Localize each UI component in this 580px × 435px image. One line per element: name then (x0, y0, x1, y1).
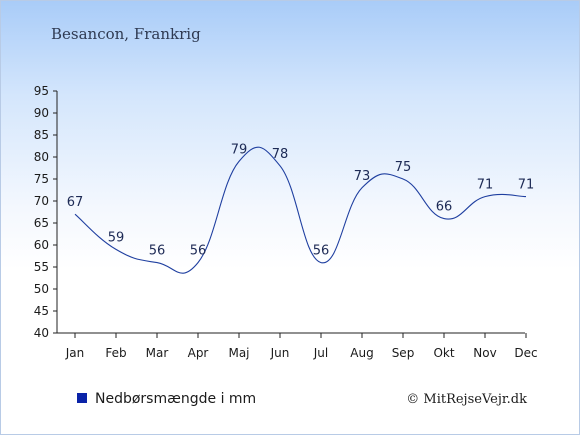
y-tick-label: 65 (34, 216, 49, 230)
y-tick-label: 50 (34, 282, 49, 296)
x-tick-label: Mar (146, 346, 169, 360)
y-tick-label: 40 (34, 326, 49, 340)
data-label: 56 (149, 244, 166, 259)
y-tick-label: 70 (34, 194, 49, 208)
y-tick-label: 55 (34, 260, 49, 274)
x-tick-label: Maj (228, 346, 249, 360)
legend-swatch (77, 393, 87, 403)
x-tick-label: Aug (350, 346, 373, 360)
data-label: 75 (395, 160, 412, 175)
x-tick-label: Apr (188, 346, 209, 360)
data-labels: 67 59 56 56 79 78 56 73 75 66 71 71 (67, 142, 535, 258)
y-tick-label: 85 (34, 128, 49, 142)
data-label: 78 (272, 147, 289, 162)
data-label: 71 (518, 178, 535, 193)
x-tick-label: Jul (313, 346, 328, 360)
y-tick-label: 45 (34, 304, 49, 318)
legend-label: Nedbørsmængde i mm (95, 391, 256, 407)
data-label: 56 (313, 244, 330, 259)
data-label: 56 (190, 244, 207, 259)
data-label: 67 (67, 195, 84, 210)
x-tick-label: Dec (514, 346, 537, 360)
data-label: 66 (436, 200, 453, 215)
x-tick-label: Okt (433, 346, 454, 360)
data-label: 71 (477, 178, 494, 193)
x-tick-label: Nov (473, 346, 496, 360)
x-tick-label: Sep (392, 346, 415, 360)
credit-text: © MitRejseVejr.dk (406, 392, 527, 407)
y-tick-label: 95 (34, 84, 49, 98)
data-label: 79 (231, 142, 248, 157)
x-tick-label: Jun (270, 346, 290, 360)
data-label: 73 (354, 169, 371, 184)
y-ticks: 40 45 50 55 60 65 70 75 80 85 90 95 (34, 84, 57, 340)
x-tick-label: Jan (65, 346, 85, 360)
axes (56, 91, 525, 334)
y-tick-label: 90 (34, 106, 49, 120)
data-label: 59 (108, 230, 125, 245)
chart-title: Besancon, Frankrig (51, 25, 201, 43)
y-tick-label: 80 (34, 150, 49, 164)
x-ticks: Jan Feb Mar Apr Maj Jun Jul Aug Sep Okt Nov Dec (65, 333, 538, 360)
y-tick-label: 75 (34, 172, 49, 186)
y-tick-label: 60 (34, 238, 49, 252)
x-tick-label: Feb (105, 346, 126, 360)
series-line-precipitation (74, 146, 527, 274)
